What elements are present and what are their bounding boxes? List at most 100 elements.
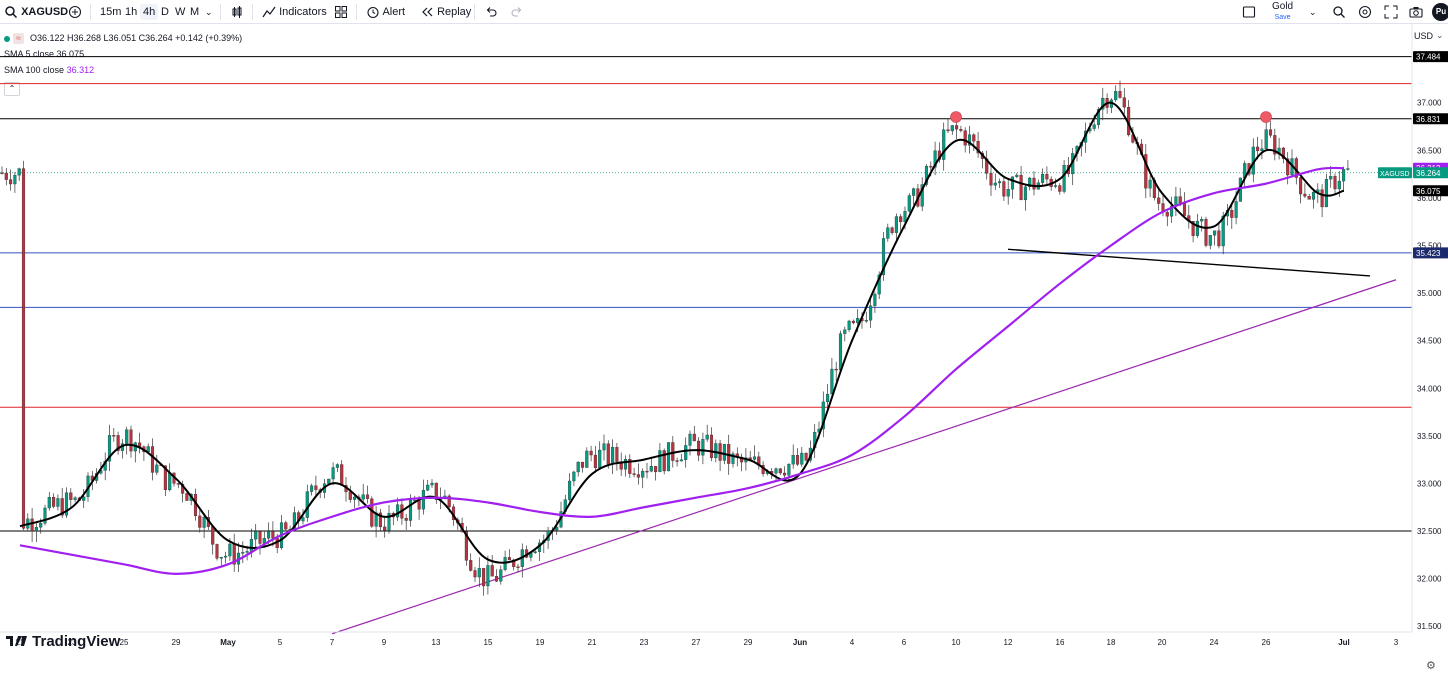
brand-name: TradingView — [32, 633, 121, 650]
avatar[interactable]: Pu — [1432, 3, 1448, 21]
axis-settings-gear-icon[interactable]: ⚙ — [1426, 660, 1436, 672]
legend-collapse-button[interactable]: ⌃ — [4, 82, 20, 96]
settings-button[interactable] — [1358, 4, 1372, 20]
x-tick-label: 18 — [1107, 638, 1116, 647]
x-tick-label: 20 — [1158, 638, 1167, 647]
candle-body — [327, 478, 331, 484]
candle-body — [30, 518, 34, 532]
fullscreen-button[interactable] — [1384, 4, 1398, 20]
candle-body — [361, 494, 365, 500]
x-tick-label: 12 — [1004, 638, 1013, 647]
candle-body — [645, 470, 649, 473]
quick-search-icon — [1333, 6, 1345, 19]
candle-body — [125, 429, 129, 444]
level-price-label: 36.831 — [1416, 115, 1441, 124]
candle-body — [963, 130, 967, 146]
candle-body — [185, 493, 189, 501]
currency-chevron-down-icon[interactable]: ⌄ — [1436, 30, 1444, 40]
snapshot-button[interactable] — [1409, 4, 1423, 20]
candle-body — [47, 497, 51, 509]
currency-label[interactable]: USD — [1414, 31, 1434, 41]
candle-body — [335, 464, 339, 468]
peak-left-marker[interactable] — [950, 111, 962, 123]
price-chart[interactable]: 31.500 32.000 32.500 33.000 33.500 34.000 34.5… — [0, 24, 1448, 673]
quick-search-button[interactable] — [1332, 4, 1346, 20]
candle-body — [1208, 235, 1212, 246]
interval-15m[interactable]: 15m — [100, 6, 122, 18]
level-price-label: 37.484 — [1416, 53, 1441, 62]
candle-body — [598, 449, 602, 469]
candle-body — [228, 543, 232, 557]
candle-body — [1204, 219, 1208, 246]
x-tick-label: 26 — [1262, 638, 1271, 647]
candle-body — [1045, 173, 1049, 180]
candle-body — [692, 433, 696, 442]
candle-body — [1118, 91, 1122, 98]
candle-body — [1260, 148, 1264, 151]
layouts-button[interactable] — [334, 4, 348, 20]
interval-4h[interactable]: 4h — [140, 4, 159, 20]
alert-button[interactable]: Alert — [366, 4, 405, 20]
chart-type-button[interactable] — [230, 4, 244, 20]
candle-body — [486, 565, 490, 587]
candle-body — [1092, 124, 1096, 129]
redo-button[interactable] — [510, 4, 524, 20]
interval-1h[interactable]: 1h — [125, 6, 138, 18]
candle-body — [310, 485, 314, 492]
sma5-line[interactable] — [19, 101, 1345, 564]
candle-body — [129, 429, 133, 452]
sma100-row[interactable]: SMA 100 close 36.312 — [4, 62, 242, 78]
candle-body — [301, 517, 305, 522]
candle-body — [503, 557, 507, 570]
candle-body — [1114, 91, 1118, 101]
layout-chevron-down-icon[interactable]: ⌄ — [1309, 7, 1317, 17]
sma5-value: 36.075 — [56, 49, 85, 59]
replay-button[interactable]: Replay — [420, 4, 471, 20]
level-price-label: 35.423 — [1416, 249, 1441, 258]
interval-chevron-down-icon[interactable]: ⌄ — [205, 7, 213, 17]
candle-body — [924, 165, 929, 185]
candle-body — [1144, 154, 1148, 189]
candle-body — [671, 442, 675, 461]
level-price-label-box — [1413, 51, 1448, 63]
y-tick-label: 33.000 — [1417, 479, 1442, 488]
candle-body — [1101, 98, 1105, 110]
candle-body — [13, 174, 17, 185]
candle-body — [516, 566, 520, 568]
layout-name: Gold — [1272, 1, 1294, 12]
symbol-search[interactable]: XAGUSD — [4, 4, 68, 20]
candle-body — [684, 445, 688, 460]
candle-body — [1342, 169, 1346, 182]
sma100-line[interactable] — [19, 166, 1345, 575]
interval-d[interactable]: D — [161, 6, 169, 18]
x-tick-label: 4 — [850, 638, 855, 647]
interval-w[interactable]: W — [175, 6, 186, 18]
x-tick-label: 23 — [68, 638, 77, 647]
candle-body — [623, 459, 628, 470]
interval-m[interactable]: M — [190, 6, 200, 18]
compare-button[interactable] — [68, 4, 82, 20]
purple-trendline[interactable] — [331, 279, 1397, 635]
layout-name-button[interactable]: Gold Save — [1272, 1, 1294, 21]
candle-body — [1200, 219, 1204, 222]
peak-right-marker[interactable] — [1260, 111, 1272, 123]
candle-body — [838, 333, 843, 371]
sma5-row[interactable]: SMA 5 close 36.075 — [4, 46, 242, 62]
candle-body — [869, 305, 873, 321]
plus-circle-icon — [68, 6, 82, 19]
undo-button[interactable] — [484, 4, 498, 20]
candle-body — [568, 480, 572, 500]
level-price-label-box — [1413, 113, 1448, 125]
candle-body — [1256, 146, 1260, 151]
candle-body — [1032, 177, 1036, 190]
y-tick-label: 32.000 — [1417, 575, 1442, 584]
candle-body — [52, 497, 56, 507]
candle-body — [482, 568, 486, 587]
indicators-button[interactable]: Indicators — [262, 4, 327, 20]
candle-body — [920, 184, 924, 207]
candle-body — [1148, 179, 1152, 189]
neckline[interactable] — [1007, 248, 1371, 277]
layout-toggle-button[interactable] — [1242, 4, 1256, 20]
series-price-label-box — [1413, 185, 1448, 197]
candle-body — [396, 504, 400, 518]
